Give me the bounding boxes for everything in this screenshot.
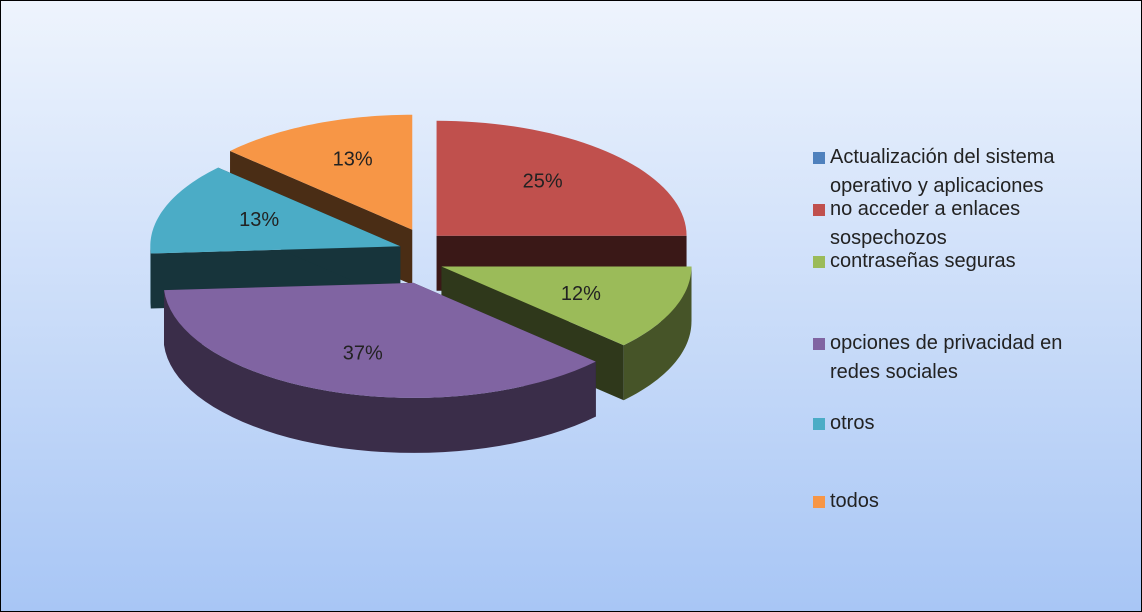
data-label: 13% xyxy=(239,209,279,231)
slice xyxy=(150,167,401,254)
legend-label: Actualización del sistema operativo y ap… xyxy=(830,146,1055,197)
slice xyxy=(230,114,413,230)
legend-entry: contraseñas seguras xyxy=(813,247,1113,276)
legend-label: todos xyxy=(830,490,879,512)
legend-swatch xyxy=(813,418,825,430)
legend-swatch xyxy=(813,152,825,164)
legend-swatch xyxy=(813,338,825,350)
legend-label: no acceder a enlaces sospechozos xyxy=(830,198,1021,249)
data-label: 13% xyxy=(333,148,373,170)
legend-label: contraseñas seguras xyxy=(830,250,1016,272)
slice xyxy=(436,120,687,236)
legend-label: opciones de privacidad en redes sociales xyxy=(830,332,1063,383)
legend-swatch xyxy=(813,204,825,216)
legend-entry: no acceder a enlaces sospechozos xyxy=(813,195,1113,253)
slice xyxy=(441,266,692,346)
legend-entry: otros xyxy=(813,409,1113,438)
data-label: 25% xyxy=(523,170,563,192)
legend-swatch xyxy=(813,496,825,508)
legend-entry: todos xyxy=(813,487,1113,516)
slice xyxy=(164,282,596,398)
legend-entry: opciones de privacidad en redes sociales xyxy=(813,329,1113,387)
slice-wall xyxy=(164,290,596,453)
legend-label: otros xyxy=(830,412,875,434)
slice-wall xyxy=(623,266,692,401)
data-label: 12% xyxy=(561,283,601,305)
legend-entry: Actualización del sistema operativo y ap… xyxy=(813,143,1113,201)
data-label: 37% xyxy=(343,343,383,365)
legend-swatch xyxy=(813,256,825,268)
